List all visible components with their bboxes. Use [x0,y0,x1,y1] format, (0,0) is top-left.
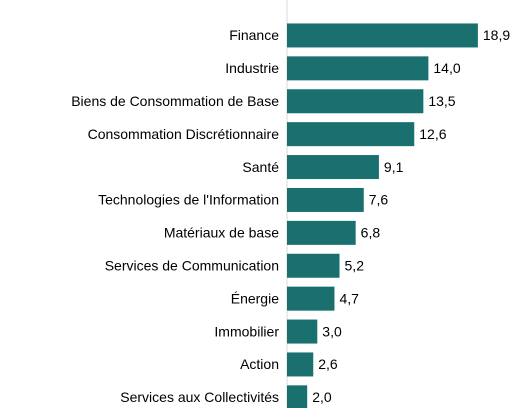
y-tick-label: Technologies de l'Information [98,192,279,208]
value-label: 9,1 [384,159,404,175]
value-label: 7,6 [369,192,389,208]
y-tick-label: Énergie [231,290,279,306]
value-label: 5,2 [345,257,365,273]
value-label: 14,0 [433,60,460,76]
bar [287,385,308,408]
bar [287,187,364,212]
bar [287,89,424,114]
y-tick-label: Immobilier [214,323,279,339]
value-label: 6,8 [361,225,381,241]
y-tick-label: Biens de Consommation de Base [71,93,279,109]
bar [287,253,340,278]
y-tick-label: Matériaux de base [164,225,279,241]
y-tick-label: Services de Communication [105,257,279,273]
bar [287,319,318,344]
value-label: 3,0 [322,323,342,339]
bar [287,23,478,48]
y-tick-label: Action [240,356,279,372]
value-label: 2,0 [312,389,332,405]
value-label: 4,7 [339,290,359,306]
value-label: 12,6 [419,126,446,142]
bar [287,286,335,311]
y-tick-label: Industrie [225,60,279,76]
y-tick-label: Services aux Collectivités [120,389,279,405]
bar [287,56,429,81]
bar [287,122,415,147]
bar [287,220,356,245]
y-tick-label: Santé [242,159,279,175]
y-tick-label: Consommation Discrétionnaire [88,126,280,142]
bar [287,155,379,180]
value-label: 18,9 [483,27,510,43]
value-label: 2,6 [318,356,338,372]
value-label: 13,5 [428,93,455,109]
bar [287,352,314,377]
y-tick-label: Finance [229,27,279,43]
